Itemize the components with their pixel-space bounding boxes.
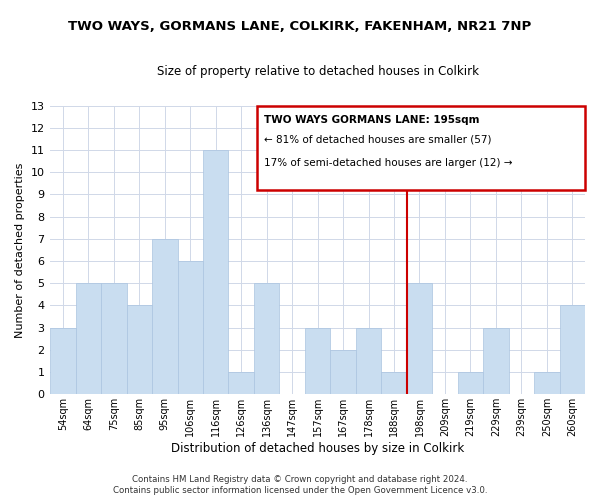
Bar [381, 372, 407, 394]
Bar [356, 328, 381, 394]
Bar [483, 328, 509, 394]
Bar [178, 261, 203, 394]
Text: 17% of semi-detached houses are larger (12) →: 17% of semi-detached houses are larger (… [264, 158, 512, 168]
Text: Contains HM Land Registry data © Crown copyright and database right 2024.: Contains HM Land Registry data © Crown c… [132, 475, 468, 484]
Bar [76, 283, 101, 395]
Bar [331, 350, 356, 395]
Bar [101, 283, 127, 395]
Bar [50, 328, 76, 394]
Text: TWO WAYS GORMANS LANE: 195sqm: TWO WAYS GORMANS LANE: 195sqm [264, 115, 479, 125]
Bar [203, 150, 229, 394]
Bar [257, 106, 585, 190]
Bar [127, 306, 152, 394]
Bar [152, 239, 178, 394]
Text: TWO WAYS, GORMANS LANE, COLKIRK, FAKENHAM, NR21 7NP: TWO WAYS, GORMANS LANE, COLKIRK, FAKENHA… [68, 20, 532, 33]
Y-axis label: Number of detached properties: Number of detached properties [15, 162, 25, 338]
Bar [305, 328, 331, 394]
X-axis label: Distribution of detached houses by size in Colkirk: Distribution of detached houses by size … [171, 442, 464, 455]
Text: ← 81% of detached houses are smaller (57): ← 81% of detached houses are smaller (57… [264, 135, 491, 145]
Bar [458, 372, 483, 394]
Bar [407, 283, 432, 395]
Bar [254, 283, 280, 395]
Bar [534, 372, 560, 394]
Bar [560, 306, 585, 394]
Text: Contains public sector information licensed under the Open Government Licence v3: Contains public sector information licen… [113, 486, 487, 495]
Title: Size of property relative to detached houses in Colkirk: Size of property relative to detached ho… [157, 65, 479, 78]
Bar [229, 372, 254, 394]
